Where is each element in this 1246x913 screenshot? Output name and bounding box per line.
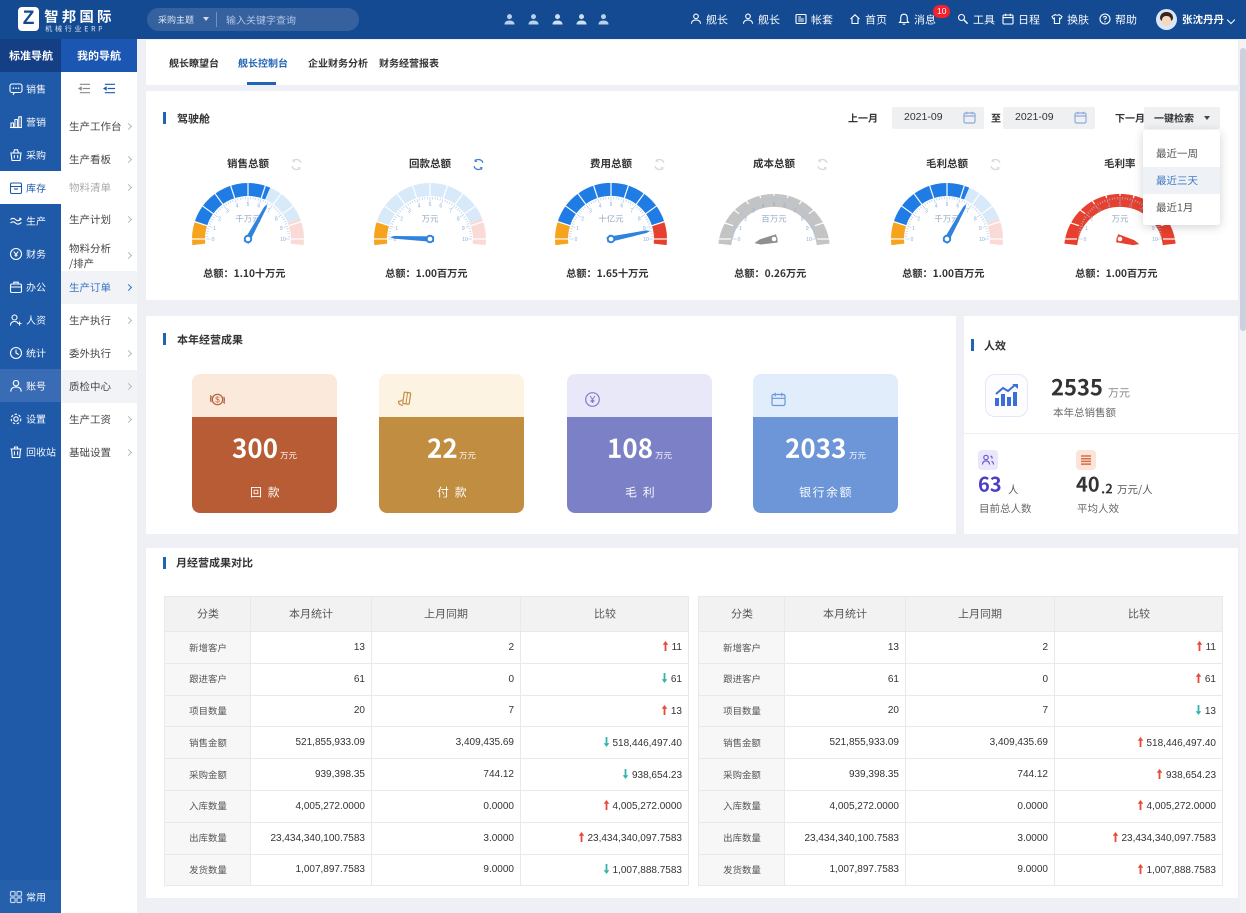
svg-text:2: 2 bbox=[581, 216, 584, 222]
svg-text:0: 0 bbox=[738, 237, 741, 243]
svg-text:3: 3 bbox=[925, 209, 928, 215]
svg-text:9: 9 bbox=[280, 226, 283, 232]
svg-text:$: $ bbox=[215, 396, 220, 405]
svg-text:0: 0 bbox=[394, 237, 397, 243]
svg-text:5: 5 bbox=[429, 202, 432, 208]
svg-text:10: 10 bbox=[280, 237, 286, 243]
svg-text:0: 0 bbox=[575, 237, 578, 243]
svg-text:4: 4 bbox=[599, 204, 602, 210]
svg-text:5: 5 bbox=[247, 202, 250, 208]
svg-text:10: 10 bbox=[979, 237, 985, 243]
svg-text:8: 8 bbox=[457, 216, 460, 222]
svg-text:8: 8 bbox=[638, 216, 641, 222]
svg-text:6: 6 bbox=[620, 204, 623, 210]
svg-text:2: 2 bbox=[1090, 216, 1093, 222]
svg-text:7: 7 bbox=[449, 209, 452, 215]
svg-text:6: 6 bbox=[783, 204, 786, 210]
svg-text:8: 8 bbox=[974, 216, 977, 222]
svg-text:7: 7 bbox=[1139, 209, 1142, 215]
svg-text:6: 6 bbox=[1129, 204, 1132, 210]
svg-text:10: 10 bbox=[643, 237, 649, 243]
svg-text:1: 1 bbox=[912, 226, 915, 232]
svg-text:4: 4 bbox=[935, 204, 938, 210]
svg-text:10: 10 bbox=[1152, 237, 1158, 243]
svg-text:3: 3 bbox=[1098, 209, 1101, 215]
svg-text:3: 3 bbox=[752, 209, 755, 215]
svg-text:0: 0 bbox=[212, 237, 215, 243]
svg-text:9: 9 bbox=[806, 226, 809, 232]
svg-text:1: 1 bbox=[576, 226, 579, 232]
svg-text:4: 4 bbox=[1108, 204, 1111, 210]
svg-text:9: 9 bbox=[462, 226, 465, 232]
svg-text:4: 4 bbox=[762, 204, 765, 210]
svg-text:8: 8 bbox=[801, 216, 804, 222]
svg-text:9: 9 bbox=[643, 226, 646, 232]
svg-text:1: 1 bbox=[1085, 226, 1088, 232]
svg-text:4: 4 bbox=[236, 204, 239, 210]
svg-text:5: 5 bbox=[773, 202, 776, 208]
svg-text:10: 10 bbox=[462, 237, 468, 243]
svg-text:3: 3 bbox=[408, 209, 411, 215]
svg-text:7: 7 bbox=[267, 209, 270, 215]
svg-text:10: 10 bbox=[806, 237, 812, 243]
svg-text:9: 9 bbox=[1152, 226, 1155, 232]
svg-text:1: 1 bbox=[739, 226, 742, 232]
svg-text:5: 5 bbox=[610, 202, 613, 208]
svg-text:7: 7 bbox=[630, 209, 633, 215]
svg-text:7: 7 bbox=[793, 209, 796, 215]
svg-text:1: 1 bbox=[395, 226, 398, 232]
svg-text:9: 9 bbox=[979, 226, 982, 232]
svg-text:2: 2 bbox=[218, 216, 221, 222]
svg-text:0: 0 bbox=[1084, 237, 1087, 243]
svg-text:4: 4 bbox=[418, 204, 421, 210]
svg-text:8: 8 bbox=[275, 216, 278, 222]
svg-text:3: 3 bbox=[589, 209, 592, 215]
svg-text:6: 6 bbox=[439, 204, 442, 210]
svg-text:2: 2 bbox=[917, 216, 920, 222]
svg-text:5: 5 bbox=[946, 202, 949, 208]
svg-text:0: 0 bbox=[911, 237, 914, 243]
svg-text:1: 1 bbox=[213, 226, 216, 232]
svg-text:3: 3 bbox=[226, 209, 229, 215]
svg-text:2: 2 bbox=[744, 216, 747, 222]
svg-text:6: 6 bbox=[956, 204, 959, 210]
svg-text:6: 6 bbox=[257, 204, 260, 210]
svg-text:7: 7 bbox=[966, 209, 969, 215]
svg-text:2: 2 bbox=[400, 216, 403, 222]
svg-text:5: 5 bbox=[1119, 202, 1122, 208]
